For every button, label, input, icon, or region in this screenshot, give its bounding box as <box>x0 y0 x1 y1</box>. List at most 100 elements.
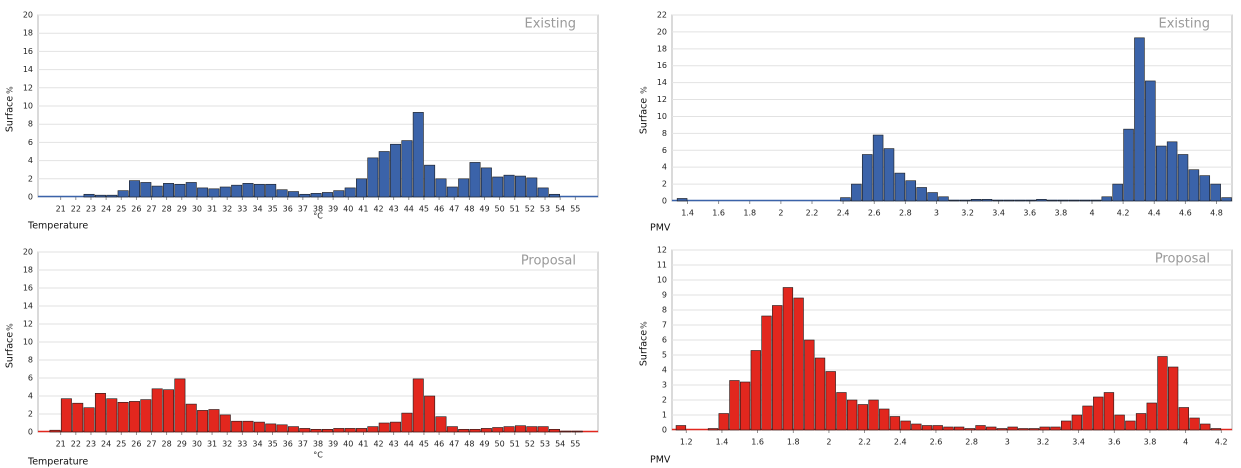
y-tick-label: 8 <box>28 120 33 129</box>
bar <box>435 416 447 433</box>
bar <box>163 183 175 198</box>
x-tick-label: 52 <box>525 440 535 449</box>
y-tick-label: 16 <box>657 61 667 70</box>
bar <box>458 178 470 198</box>
x-tick-label: 3.4 <box>1072 438 1085 447</box>
x-tick-label: 1.6 <box>712 209 725 218</box>
bar <box>1199 175 1211 202</box>
bar <box>959 199 971 202</box>
x-tick-label: 37 <box>298 440 308 449</box>
y-tick-label: 20 <box>657 27 667 36</box>
y-tick-label: 3 <box>662 381 667 390</box>
bar <box>151 185 163 198</box>
x-tick-label: 29 <box>177 205 187 214</box>
y-tick-label: 10 <box>23 102 33 111</box>
bar <box>174 378 186 433</box>
y-tick-label: 18 <box>23 266 33 275</box>
bar <box>129 180 140 198</box>
bar <box>83 193 95 198</box>
bar <box>932 425 943 431</box>
bar <box>1134 37 1145 202</box>
bar <box>1039 426 1050 431</box>
bar <box>729 380 740 431</box>
bar <box>1221 197 1232 202</box>
x-tick-label: 27 <box>146 205 156 214</box>
bar <box>231 420 243 433</box>
y-tick-label: 2 <box>662 180 667 189</box>
x-tick-label: 48 <box>464 440 474 449</box>
bar <box>537 187 549 198</box>
x-axis-unit: °C <box>313 451 323 460</box>
bar <box>872 134 884 202</box>
y-tick-label: 20 <box>23 248 33 257</box>
y-tick-label: 0 <box>28 428 33 437</box>
x-tick-label: 1.4 <box>681 209 694 218</box>
y-tick-label: 16 <box>23 284 33 293</box>
x-tick-label: 2 <box>826 438 831 447</box>
bar <box>1028 428 1040 431</box>
bar <box>861 154 873 202</box>
x-tick-label: 43 <box>389 440 399 449</box>
bar <box>401 412 413 433</box>
bar <box>231 184 243 198</box>
bar <box>675 425 687 431</box>
bar <box>927 192 938 202</box>
bar <box>287 426 299 433</box>
y-tick-label: 14 <box>23 302 33 311</box>
x-tick-label: 3 <box>1005 438 1010 447</box>
bar <box>1146 402 1157 431</box>
x-tick-label: 2.4 <box>894 438 907 447</box>
bar <box>718 413 729 431</box>
bar <box>883 148 895 202</box>
bar <box>333 428 345 433</box>
x-tick-label: 29 <box>177 440 187 449</box>
bar <box>1166 141 1178 202</box>
bar <box>840 197 851 202</box>
bar <box>1145 80 1156 202</box>
bar <box>992 199 1004 202</box>
x-tick-label: 38 <box>313 440 323 449</box>
bar <box>953 426 965 431</box>
bar <box>889 416 901 431</box>
y-axis-label: Surface <box>639 330 650 366</box>
bar <box>514 425 526 433</box>
x-tick-label: 52 <box>525 205 535 214</box>
x-tick-label: 23 <box>86 205 96 214</box>
panel-label: Existing <box>525 17 577 32</box>
bar <box>390 421 402 433</box>
bar <box>1093 396 1104 431</box>
y-tick-label: 18 <box>657 44 667 53</box>
y-tick-label: 4 <box>662 366 667 375</box>
x-tick-label: 24 <box>101 440 111 449</box>
y-tick-label: 0 <box>662 426 667 435</box>
bar <box>163 389 175 433</box>
x-tick-label: 4.2 <box>1215 438 1228 447</box>
bar <box>1079 199 1091 202</box>
bar <box>514 175 526 198</box>
y-tick-label: 0 <box>28 193 33 202</box>
bar <box>1060 420 1072 431</box>
x-tick-label: 47 <box>449 205 459 214</box>
x-tick-label: 2.4 <box>837 209 850 218</box>
bar <box>310 193 322 198</box>
x-tick-label: 1.8 <box>743 209 756 218</box>
bar <box>129 401 140 433</box>
bar <box>1068 199 1080 202</box>
x-axis-label: Temperature <box>27 457 88 468</box>
bar <box>106 398 118 433</box>
x-tick-label: 28 <box>162 205 172 214</box>
bar <box>549 428 560 433</box>
x-tick-label: 33 <box>237 440 247 449</box>
x-tick-label: 34 <box>252 205 262 214</box>
x-tick-label: 24 <box>101 205 111 214</box>
bar <box>503 426 515 433</box>
bar <box>140 399 152 433</box>
bar <box>265 423 277 433</box>
bar <box>1200 423 1211 431</box>
x-tick-label: 27 <box>146 440 156 449</box>
y-tick-label: 6 <box>662 146 667 155</box>
x-tick-label: 4.8 <box>1210 209 1223 218</box>
bar <box>321 192 333 198</box>
bar <box>1101 196 1113 202</box>
